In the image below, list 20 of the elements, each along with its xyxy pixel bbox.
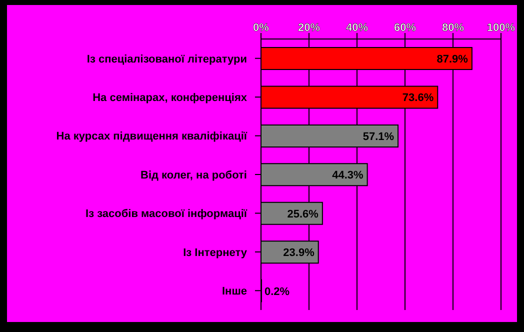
y-tick-label: Інше	[222, 286, 247, 298]
x-tick-label: 20%	[298, 22, 320, 34]
data-label: 73.6%	[402, 92, 434, 104]
data-label: 0.2%	[264, 286, 290, 298]
x-tick-label: 100%	[486, 22, 516, 34]
y-tick-label: На курсах підвищення кваліфікації	[56, 130, 248, 143]
y-tick-label: Із Інтернету	[183, 246, 248, 259]
x-tick-label: 40%	[346, 22, 368, 34]
data-label: 57.1%	[362, 130, 394, 143]
data-label: 25.6%	[287, 208, 319, 220]
y-tick-label: Від колег, на роботі	[140, 169, 247, 182]
data-label: 23.9%	[283, 247, 315, 260]
x-tick-label: 80%	[442, 22, 464, 34]
y-tick-label: Із засобів масової інформації	[86, 208, 248, 220]
data-label: 44.3%	[332, 170, 364, 182]
y-tick-label: Із спеціалізованої літератури	[86, 53, 247, 66]
y-tick-label: На семінарах, конференціях	[92, 92, 248, 104]
x-tick-label: 0%	[253, 22, 270, 34]
data-label: 87.9%	[436, 54, 468, 66]
x-tick-label: 60%	[394, 22, 416, 34]
